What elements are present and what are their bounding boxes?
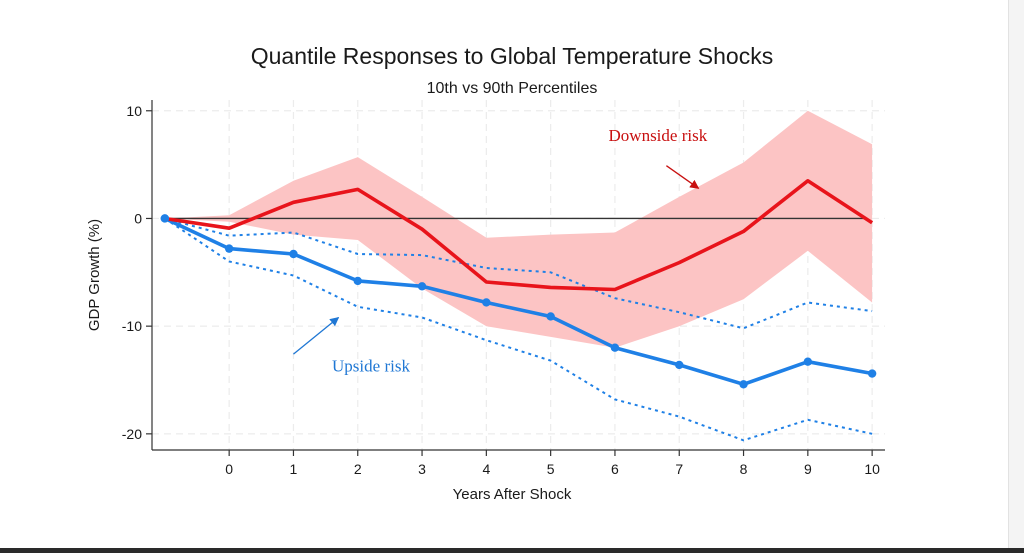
y-tick-label: -10 bbox=[122, 318, 142, 334]
annotation-label: Upside risk bbox=[332, 356, 410, 375]
upside-risk-band-upper bbox=[164, 217, 873, 330]
x-tick-label: 6 bbox=[611, 461, 619, 477]
upside-risk-point bbox=[353, 276, 362, 286]
chart-svg: Quantile Responses to Global Temperature… bbox=[86, 43, 885, 503]
x-tick-label: 10 bbox=[864, 461, 880, 477]
x-tick-label: 1 bbox=[290, 461, 298, 477]
upside-risk-point bbox=[482, 298, 491, 307]
upside-risk-point bbox=[610, 343, 620, 352]
x-tick-label: 7 bbox=[675, 461, 683, 477]
x-tick-label: 4 bbox=[482, 461, 490, 477]
upside-risk-point bbox=[546, 312, 555, 321]
axes: 10 0 -10 -20 0 1 2 3 4 5 6 7 8 9 10 bbox=[122, 100, 885, 477]
x-tick-label: 9 bbox=[804, 461, 812, 477]
upside-risk-point bbox=[739, 380, 748, 389]
upside-risk-point bbox=[417, 282, 427, 291]
annotation-arrow bbox=[293, 316, 340, 355]
upside-risk-point bbox=[867, 369, 877, 378]
window-edge-bottom bbox=[0, 548, 1024, 553]
annotation-label: Downside risk bbox=[609, 126, 708, 145]
chart-subtitle: 10th vs 90th Percentiles bbox=[427, 80, 598, 97]
x-tick-label: 2 bbox=[354, 461, 362, 477]
y-tick-label: 0 bbox=[134, 210, 142, 226]
downside-risk-band bbox=[164, 110, 873, 348]
annotation-arrow bbox=[666, 165, 700, 189]
y-axis-label: GDP Growth (%) bbox=[86, 219, 103, 331]
confidence-bands bbox=[164, 110, 873, 348]
x-tick-label: 8 bbox=[740, 461, 748, 477]
y-tick-label: 10 bbox=[126, 103, 142, 119]
x-tick-label: 5 bbox=[547, 461, 555, 477]
x-tick-label: 0 bbox=[225, 461, 233, 477]
x-tick-label: 3 bbox=[418, 461, 426, 477]
series-lines bbox=[160, 179, 877, 442]
upside-risk-line bbox=[164, 216, 873, 387]
downside-risk-line bbox=[164, 179, 874, 292]
upside-risk-point bbox=[224, 244, 234, 253]
x-axis-label: Years After Shock bbox=[453, 486, 572, 503]
annotations: Downside risk Upside risk bbox=[293, 126, 708, 375]
origin-point bbox=[160, 214, 170, 223]
upside-risk-point bbox=[289, 249, 298, 259]
window-edge-right bbox=[1008, 0, 1024, 553]
upside-risk-point bbox=[803, 357, 813, 366]
chart-title: Quantile Responses to Global Temperature… bbox=[251, 43, 773, 69]
y-tick-label: -20 bbox=[122, 426, 142, 442]
upside-risk-point bbox=[675, 360, 684, 370]
